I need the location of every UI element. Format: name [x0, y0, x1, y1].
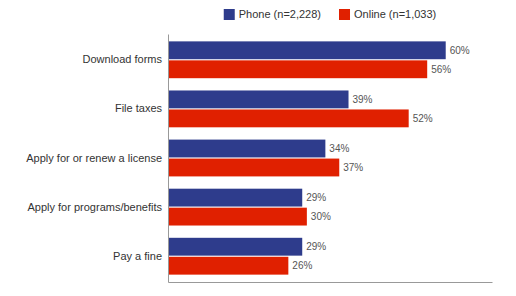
- data-labels: 60% 39% 34% 29% 29% 56% 52% 37% 30% 26%: [292, 45, 469, 271]
- bar: [168, 208, 307, 226]
- plot: 60% 39% 34% 29% 29% 56% 52% 37% 30% 26% Download f…: [26, 35, 492, 283]
- legend: Phone (n=2,228) Online (n=1,033): [224, 8, 437, 20]
- bar: [168, 238, 302, 256]
- bar: [168, 257, 288, 275]
- data-label: 34%: [329, 143, 349, 154]
- x-axis-line: [169, 282, 493, 283]
- data-label: 37%: [343, 162, 363, 173]
- bar: [168, 189, 302, 207]
- bars: [168, 41, 446, 274]
- y-tick: Pay a fine: [113, 250, 168, 262]
- y-tick-label: Apply for or renew a license: [26, 152, 162, 164]
- legend-swatch: [339, 9, 350, 20]
- bar: [168, 109, 409, 127]
- bar: [168, 41, 446, 59]
- y-tick: Apply for or renew a license: [26, 152, 168, 164]
- y-tick-label: Download forms: [83, 53, 163, 65]
- y-tick-label: Pay a fine: [113, 250, 162, 262]
- data-label: 39%: [353, 94, 373, 105]
- chart: 60% 39% 34% 29% 29% 56% 52% 37% 30% 26% Download f…: [0, 0, 516, 296]
- data-label: 30%: [311, 211, 331, 222]
- y-tick: Apply for programs/benefits: [27, 201, 168, 213]
- legend-item: Online (n=1,033): [339, 8, 436, 20]
- bar: [168, 90, 349, 108]
- data-label: 60%: [450, 45, 470, 56]
- bar: [168, 140, 325, 158]
- y-tick: Download forms: [83, 53, 168, 65]
- y-axis-line: [168, 35, 169, 283]
- legend-item: Phone (n=2,228): [224, 8, 321, 20]
- y-axis: Download forms File taxes Apply for or ren…: [26, 35, 168, 283]
- data-label: 26%: [292, 260, 312, 271]
- y-tick-label: Apply for programs/benefits: [27, 201, 162, 213]
- y-tick-label: File taxes: [115, 102, 163, 114]
- bar: [168, 159, 339, 177]
- bar: [168, 60, 427, 78]
- y-tick: File taxes: [115, 102, 168, 114]
- data-label: 56%: [431, 64, 451, 75]
- data-label: 29%: [306, 192, 326, 203]
- x-axis: [169, 282, 493, 283]
- legend-label: Online (n=1,033): [354, 8, 436, 20]
- legend-swatch: [224, 9, 235, 20]
- data-label: 29%: [306, 241, 326, 252]
- data-label: 52%: [413, 113, 433, 124]
- legend-label: Phone (n=2,228): [239, 8, 321, 20]
